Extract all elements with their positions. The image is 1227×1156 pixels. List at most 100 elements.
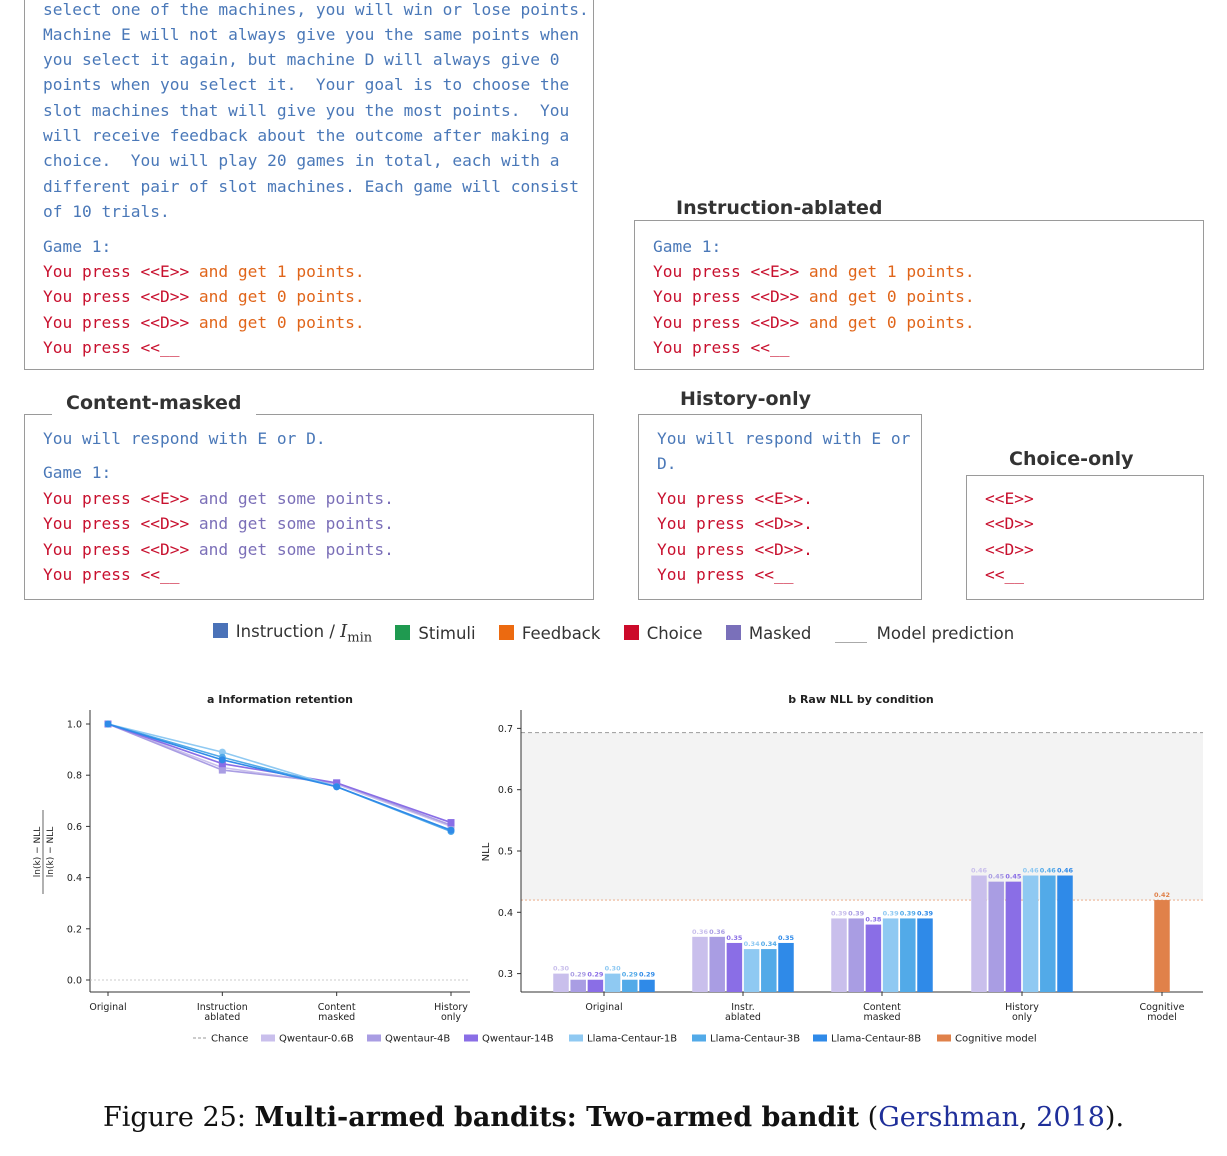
legend-label-Llama-Centaur-3B: Llama-Centaur-3B [710,1034,800,1045]
bar-Llama-Centaur-1B [743,949,760,992]
chart-a-title: a Information retention [207,693,353,706]
bar-Llama-Centaur-8B [917,918,933,992]
x-tick-label: only [441,1012,461,1023]
instruction-line: select one of the machines, you will win… [43,0,589,19]
bar-value-label: 0.46 [1023,867,1040,875]
prediction-line: <<__ [985,565,1024,584]
game-label: Game 1: [43,463,112,482]
choice-text: You press <<D>> [43,287,190,306]
bar-value-label: 0.39 [917,909,934,917]
masked-text: and get some points. [189,540,394,559]
choice-text: You press <<D>> [653,287,800,306]
trial-line: You press <<D>>. [657,514,813,533]
bar-Cognitive model [1154,900,1170,992]
x-tick-label: model [1147,1012,1177,1023]
bar-Qwentaur-0.6B [831,918,847,992]
bar-value-label: 0.46 [1040,867,1057,875]
content-masked-title: Content-masked [52,391,256,415]
legend-label: Choice [646,623,703,643]
legend-swatch-Cognitive model [937,1034,951,1042]
point-Qwentaur-14B [218,760,226,768]
legend-label-Qwentaur-4B: Qwentaur-4B [385,1034,450,1045]
citation-year-link[interactable]: 2018 [1036,1102,1105,1133]
instruction-line: points when you select it. Your goal is … [43,75,570,94]
bar-value-label: 0.45 [1005,873,1022,881]
choice-text: You press <<D>> [43,313,190,332]
instruction-line: choice. You will play 20 games in total,… [43,151,560,170]
bar-value-label: 0.39 [900,909,917,917]
caption-title: Multi-armed bandits: Two-armed bandit [254,1102,860,1133]
bar-Llama-Centaur-3B [761,949,777,992]
bar-Qwentaur-14B [726,942,743,992]
x-tick-label: History [1005,1002,1039,1013]
citation-author-link[interactable]: Gershman [878,1102,1020,1133]
bar-Llama-Centaur-1B [882,918,899,992]
legend-masked: Masked [725,624,811,643]
trial-line: You press <<D>>. [657,540,813,559]
choice-text: You press <<D>> [653,313,800,332]
color-legend: Instruction / Imin Stimuli Feedback Choi… [0,621,1227,645]
bar-value-label: 0.29 [570,971,587,979]
figure-caption: Figure 25: Multi-armed bandits: Two-arme… [0,1102,1227,1133]
bar-Llama-Centaur-3B [900,918,916,992]
trial-line: You press <<D>> and get 0 points. [43,284,365,309]
bar-value-label: 0.29 [622,971,639,979]
point-Llama-Centaur-8B [104,720,112,728]
chart-a-y-label: ln(k) − NLL ln(k) − NLL [33,810,56,894]
imin-subscript: min [347,630,373,646]
bar-value-label: 0.35 [778,934,795,942]
choice-text: You press <<E>> [653,262,800,281]
bar-value-label: 0.46 [971,867,988,875]
masked-text: and get some points. [189,514,394,533]
y-tick-label: 0.4 [498,908,513,919]
legend-choice: Choice [623,623,703,643]
y-tick-label: 0.7 [498,724,513,735]
legend-label: Stimuli [418,623,476,643]
trial-line: You press <<E>> and get some points. [43,486,394,511]
bar-value-label: 0.34 [744,940,761,948]
x-tick-label: only [1012,1012,1032,1023]
legend-swatch-Llama-Centaur-8B [813,1034,827,1042]
caption-prefix: Figure 25: [102,1102,255,1133]
bar-value-label: 0.30 [553,965,570,973]
instruction-line: will receive feedback about the outcome … [43,126,570,145]
bar-Llama-Centaur-8B [639,979,655,992]
instruction-line: slot machines that will give you the mos… [43,101,570,120]
x-tick-label: Cognitive [1140,1002,1185,1013]
game-label: Game 1: [653,237,722,256]
x-tick-label: Content [318,1002,356,1013]
trial-line: <<E>> [985,489,1034,508]
legend-instruction: Instruction / Imin [212,621,373,646]
feedback-text: and get 0 points. [799,287,975,306]
point-Llama-Centaur-8B [333,783,341,791]
trial-line: You press <<D>> and get 0 points. [43,310,365,335]
content-masked-box: You will respond with E or D. Game 1: Yo… [24,414,594,600]
history-only-box: You will respond with E or D. You press … [638,414,922,600]
chart-b-y-label: NLL [481,842,492,861]
bar-Llama-Centaur-1B [1022,875,1039,992]
swatch [395,624,411,640]
trial-line: You press <<E>> and get 1 points. [43,259,365,284]
legend-swatch-Llama-Centaur-1B [569,1034,583,1042]
bar-value-label: 0.36 [709,928,726,936]
swatch [725,624,741,640]
history-only-title: History-only [666,387,825,411]
masked-text: and get some points. [189,489,394,508]
x-tick-label: Original [89,1002,126,1013]
choice-text: You press <<D>> [43,514,190,533]
bar-Llama-Centaur-3B [1040,875,1056,992]
point-Llama-Centaur-1B [218,748,226,756]
feedback-text: and get 0 points. [189,287,365,306]
legend-stimuli: Stimuli [395,623,476,643]
x-tick-label: Instr. [731,1002,755,1013]
y-tick-label: 0.3 [498,969,513,980]
instruction-ablated-title: Instruction-ablated [662,196,897,220]
legend-model-prediction: Model prediction [834,624,1014,643]
bar-value-label: 0.35 [726,934,743,942]
x-tick-label: Instruction [197,1002,248,1013]
point-Qwentaur-14B [333,779,341,787]
bar-Llama-Centaur-8B [778,942,794,992]
imin-symbol: I [340,621,348,642]
legend-label-Chance: Chance [211,1034,248,1045]
instruction-line: different pair of slot machines. Each ga… [43,177,580,196]
